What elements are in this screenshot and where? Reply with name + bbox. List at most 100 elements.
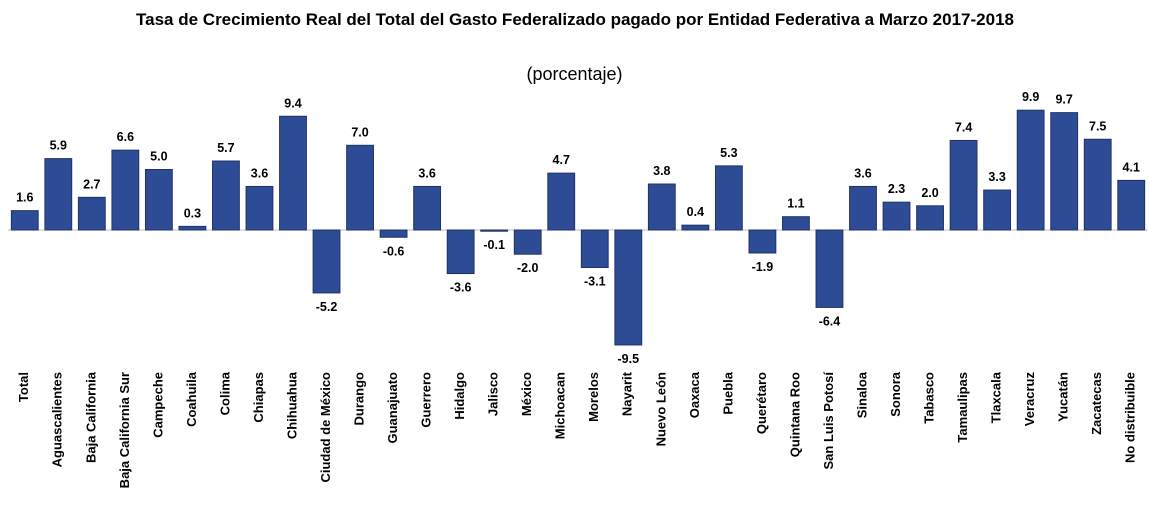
value-label: 3.8 xyxy=(653,164,670,178)
bar xyxy=(949,139,978,231)
bar xyxy=(44,158,73,231)
value-label: 5.0 xyxy=(150,150,167,164)
x-tick-label: Puebla xyxy=(720,371,735,414)
bar xyxy=(782,216,810,231)
value-label: -9.5 xyxy=(618,352,640,366)
x-tick-label: Colima xyxy=(217,371,232,415)
bar xyxy=(312,229,341,294)
x-tick-label: Campeche xyxy=(150,372,165,438)
value-label: 7.5 xyxy=(1089,119,1106,133)
x-tick-label: Chiapas xyxy=(251,372,266,423)
x-tick-label: Michoacan xyxy=(553,372,568,439)
value-label: 1.6 xyxy=(16,191,33,205)
bar xyxy=(815,229,844,308)
bar xyxy=(111,149,140,231)
chart-subtitle: (porcentaje) xyxy=(526,64,623,84)
bar xyxy=(346,144,374,231)
x-tick-label: Quintana Roo xyxy=(787,372,802,457)
x-tick-label: Coahuila xyxy=(184,371,199,427)
x-tick-label: Aguascalientes xyxy=(50,372,65,467)
bar xyxy=(446,229,475,275)
value-label: 9.7 xyxy=(1055,93,1072,107)
value-label: -6.4 xyxy=(819,314,841,328)
value-label: 0.4 xyxy=(687,205,704,219)
x-tick-label: Zacatecas xyxy=(1089,372,1104,435)
bar xyxy=(480,229,509,232)
bar xyxy=(547,172,576,231)
value-label: 3.6 xyxy=(251,166,268,180)
x-tick-label: Guerrero xyxy=(419,372,434,428)
value-label: -0.6 xyxy=(383,244,405,258)
x-tick-label: Yucatán xyxy=(1056,372,1071,422)
x-tick-label: Jalisco xyxy=(486,372,501,416)
x-tick-label: Hidalgo xyxy=(452,372,467,420)
value-label: 3.6 xyxy=(854,166,871,180)
x-tick-label: Tabasco xyxy=(921,372,936,424)
x-tick-label: San Luis Potosí xyxy=(821,372,836,470)
bar xyxy=(849,185,877,231)
x-tick-label: Baja California xyxy=(83,371,98,463)
bar xyxy=(882,201,911,231)
value-label: 0.3 xyxy=(184,206,201,220)
x-tick-label: Baja California Sur xyxy=(117,372,132,488)
value-label: 4.1 xyxy=(1123,160,1140,174)
x-tick-label: Ciudad de México xyxy=(318,372,333,483)
x-tick-label: Tlaxcala xyxy=(989,371,1004,423)
value-label: 9.4 xyxy=(284,96,301,110)
value-label: 4.7 xyxy=(553,153,570,167)
bar xyxy=(580,229,609,269)
value-label: 2.7 xyxy=(83,177,100,191)
bar xyxy=(1050,112,1079,231)
value-label: -5.2 xyxy=(316,300,338,314)
x-tick-label: Querétaro xyxy=(754,372,769,434)
value-label: 3.6 xyxy=(418,166,435,180)
x-tick-label: Chihuahua xyxy=(284,371,299,439)
bar xyxy=(714,165,743,231)
value-label: -3.6 xyxy=(450,281,472,295)
x-tick-label: Oaxaca xyxy=(687,371,702,418)
x-tick-label: México xyxy=(519,372,534,416)
bar xyxy=(1117,179,1146,231)
bar xyxy=(144,169,173,231)
value-label: 2.3 xyxy=(888,182,905,196)
x-tick-label: Sinaloa xyxy=(854,371,869,418)
value-label: 2.0 xyxy=(921,186,938,200)
bar xyxy=(748,229,777,254)
value-label: 6.6 xyxy=(117,130,134,144)
bar xyxy=(513,229,542,255)
x-tick-label: No distribuible xyxy=(1123,372,1138,463)
bar xyxy=(413,185,442,231)
value-label: 5.3 xyxy=(720,146,737,160)
x-tick-label: Sonora xyxy=(888,371,903,417)
value-label: -0.1 xyxy=(483,238,505,252)
bar xyxy=(212,160,240,231)
value-label: 3.3 xyxy=(988,170,1005,184)
x-tick-label: Durango xyxy=(351,372,366,426)
bar xyxy=(681,224,710,231)
bar xyxy=(77,196,106,231)
chart-title: Tasa de Crecimiento Real del Total del G… xyxy=(136,10,1014,29)
bar xyxy=(1083,138,1112,231)
x-tick-label: Nuevo León xyxy=(653,372,668,446)
bar xyxy=(279,115,307,231)
bar xyxy=(379,229,408,238)
value-label: 1.1 xyxy=(787,197,804,211)
bar xyxy=(647,183,676,231)
bar xyxy=(916,205,944,231)
value-label: 5.9 xyxy=(50,139,67,153)
x-tick-label: Nayarit xyxy=(620,371,635,416)
x-tick-label: Tamaulipas xyxy=(955,372,970,443)
x-tick-label: Morelos xyxy=(586,372,601,422)
value-label: -3.1 xyxy=(584,275,606,289)
value-label: 5.7 xyxy=(217,141,234,155)
bar xyxy=(10,210,39,231)
value-label: 9.9 xyxy=(1022,90,1039,104)
value-label: 7.4 xyxy=(955,120,972,134)
x-tick-label: Veracruz xyxy=(1022,372,1037,427)
bar xyxy=(983,189,1012,231)
bar xyxy=(245,185,274,231)
x-tick-label: Total xyxy=(16,372,31,402)
bar xyxy=(614,229,643,346)
